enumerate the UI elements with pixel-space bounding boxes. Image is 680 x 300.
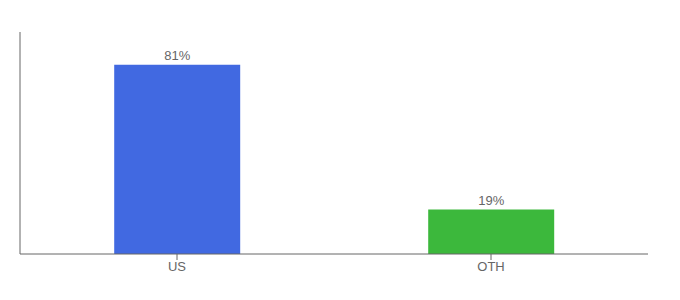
svg-text:19%: 19% [478, 193, 504, 208]
svg-text:OTH: OTH [477, 259, 504, 274]
svg-text:US: US [168, 259, 186, 274]
svg-text:81%: 81% [164, 48, 190, 63]
